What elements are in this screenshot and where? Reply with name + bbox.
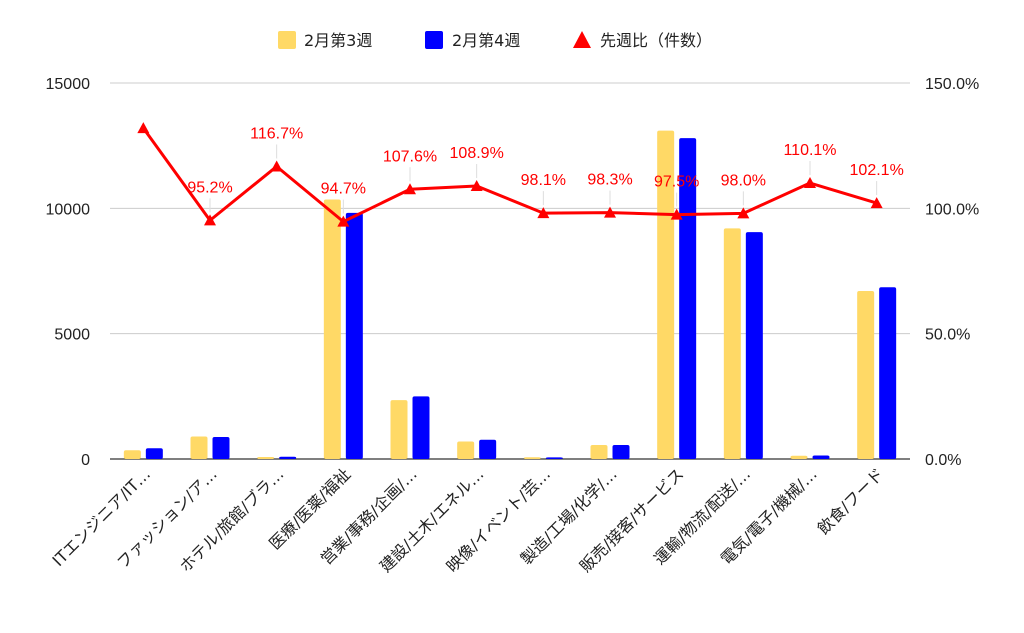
ratio-data-label: 108.9% [450,145,504,162]
bar-week4 [545,457,563,459]
ratio-data-label: 98.1% [521,172,566,189]
gridlines [110,82,910,460]
bar-week3 [190,436,208,459]
left-tick-label: 5000 [54,327,90,344]
ratio-point-marker [404,183,416,195]
ratio-data-label: 94.7% [321,181,366,198]
bar-week4 [279,456,297,459]
category-label: 飲食/フード [814,464,888,538]
bar-week3 [723,228,741,459]
ratio-data-label: 97.5% [654,174,699,191]
ratio-data-label: 98.3% [587,172,632,189]
bar-week3 [790,455,808,459]
ratio-point-marker [604,206,616,218]
left-tick-label: 0 [81,452,90,469]
ratio-point-marker [737,207,750,219]
left-tick-label: 10000 [46,201,91,218]
ratio-point-marker [804,177,816,189]
legend-marker-ratio [573,31,591,48]
right-tick-label: 150.0% [925,76,979,93]
bar-week4 [345,212,363,459]
ratio-series-line [142,127,878,224]
bar-week4 [879,287,897,459]
ratio-data-label: 116.7% [250,125,303,142]
bar-week4 [479,439,497,459]
ratio-point-marker [270,160,283,172]
legend-label-week3: 2月第3週 [304,31,372,50]
legend-swatch-week3 [278,31,296,49]
ratio-line [137,122,883,227]
bar-week3 [457,441,475,459]
bar-week3 [590,444,608,459]
ratio-point-marker [870,197,883,209]
ratio-data-label: 110.1% [783,142,836,159]
ratio-data-label: 98.0% [721,172,766,189]
category-labels: ITエンジニア/IT…ファッション/ア…ホテル/旅館/ブラ…医療/医薬/福祉営業… [49,464,888,576]
ratio-point-marker [337,215,350,227]
bar-week3 [323,199,341,459]
bar-week3 [123,450,141,459]
ratio-point-marker [470,180,483,192]
ratio-data-label: 95.2% [187,179,232,196]
ratio-point-marker [537,207,550,219]
bar-week4 [612,444,630,459]
ratio-data-label: 102.1% [850,162,904,179]
right-axis-ticks: 0.0% 50.0% 100.0% 150.0% [925,76,979,469]
data-labels: 95.2% 116.7% 94.7% 107.6% 108.9% 98.1% 98.3% 97… [187,125,904,214]
ratio-point-marker [137,122,150,134]
bar-week4 [412,396,430,459]
bar-week4 [812,455,830,459]
ratio-point-marker [204,214,216,226]
right-tick-label: 0.0% [925,452,961,469]
bar-week4 [745,232,763,459]
legend-swatch-week4 [425,31,443,49]
bar-week3 [390,400,408,459]
bar-week3 [257,456,275,459]
left-tick-label: 15000 [46,76,91,93]
left-axis-ticks: 0 5000 10000 15000 [46,76,91,469]
right-tick-label: 100.0% [925,201,979,218]
ratio-data-label: 107.6% [383,148,437,165]
bar-week4 [679,138,697,459]
legend: 2月第3週 2月第4週 先週比（件数） [278,31,712,50]
ratio-point-marker [670,208,683,220]
bar-week4 [145,448,163,459]
bar-week3 [523,457,541,459]
legend-label-ratio: 先週比（件数） [600,31,712,50]
right-tick-label: 50.0% [925,327,970,344]
bars [123,130,897,460]
bar-week3 [857,291,875,459]
legend-label-week4: 2月第4週 [452,31,520,50]
bar-week4 [212,436,230,459]
